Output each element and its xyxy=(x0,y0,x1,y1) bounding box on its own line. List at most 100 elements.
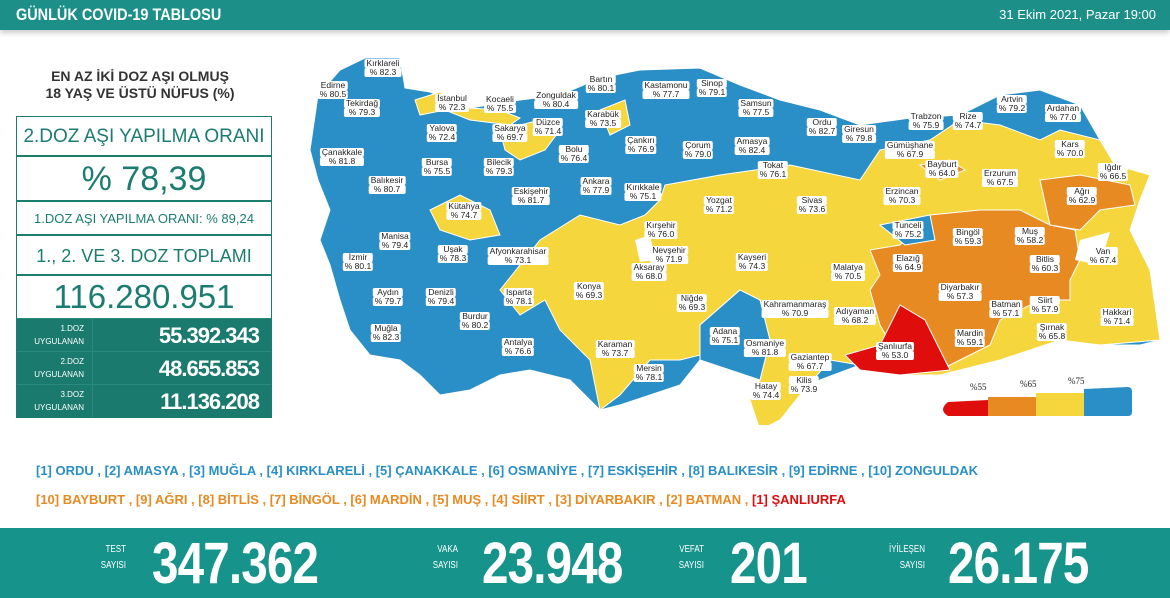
province-name: Rize xyxy=(952,112,984,121)
province-rate: % 65.8 xyxy=(1036,331,1068,341)
province-name: İstanbul xyxy=(435,93,469,103)
case-label: VAKA SAYISI xyxy=(410,542,458,574)
province-name: Aksaray xyxy=(631,262,667,272)
province-rate: % 67.4 xyxy=(1087,255,1119,265)
dose-label: 1.DOZ xyxy=(60,324,84,333)
province-label: Rize% 74.7 xyxy=(952,112,984,130)
province-name: Tunceli xyxy=(892,220,924,230)
province-name: Balıkesir xyxy=(368,175,406,185)
province-label: Ağrı% 62.9 xyxy=(1066,187,1098,205)
province-rate: % 81.7 xyxy=(511,196,551,205)
province-label: Diyarbakır% 57.3 xyxy=(938,282,982,301)
province-rate: % 76.1 xyxy=(757,169,789,179)
province-label: Bolu% 76.4 xyxy=(558,145,590,163)
province-rate: % 59.3 xyxy=(952,236,984,246)
province-label: Bayburt% 64.0 xyxy=(925,159,959,178)
province-rate: % 68.2 xyxy=(833,316,877,325)
province-name: Denizli xyxy=(425,288,457,297)
province-rate: % 66.5 xyxy=(1097,171,1129,181)
dose-label: 3.DOZ xyxy=(60,390,84,399)
province-label: Karabük% 73.5 xyxy=(585,110,621,128)
province-name: Amasya xyxy=(734,136,770,146)
province-label: Bilecik% 79.3 xyxy=(483,158,515,176)
province-label: Eskişehir% 81.7 xyxy=(511,187,551,205)
province-name: Kırklareli xyxy=(364,58,402,68)
province-rate: % 77.0 xyxy=(1044,113,1082,122)
province-rate: % 79.7 xyxy=(372,296,404,306)
province-rate: % 60.3 xyxy=(1029,263,1061,273)
province-name: Çankırı xyxy=(625,135,657,145)
province-name: Batman xyxy=(989,299,1023,309)
province-label: Sakarya% 69.7 xyxy=(492,124,528,142)
province-rate: % 75.9 xyxy=(908,121,944,130)
province-name: Kütahya xyxy=(446,201,482,211)
province-name: Sivas xyxy=(796,196,828,205)
province-name: Bilecik xyxy=(483,158,515,167)
province-label: Bursa% 75.5 xyxy=(421,158,453,176)
province-name: Şırnak xyxy=(1036,323,1068,332)
province-label: Niğde% 69.3 xyxy=(676,294,708,312)
province-rate: % 70.3 xyxy=(883,196,921,205)
province-rate: % 69.3 xyxy=(676,302,708,312)
province-name: Osmaniye xyxy=(743,338,787,348)
province-name: Şanlıurfa xyxy=(875,341,915,351)
province-name: Kayseri xyxy=(735,252,769,262)
province-label: Erzurum% 67.5 xyxy=(981,169,1019,187)
province-rate: % 67.7 xyxy=(788,362,832,371)
total-label: 1., 2. VE 3. DOZ TOPLAMI xyxy=(17,236,271,276)
province-name: Siirt xyxy=(1029,296,1061,305)
province-name: Ordu xyxy=(806,118,838,127)
province-rate: % 78.1 xyxy=(633,372,665,382)
province-name: Niğde xyxy=(676,294,708,303)
legend-red xyxy=(943,400,988,416)
province-name: Bayburt xyxy=(925,159,959,169)
label-line: SAYISI xyxy=(100,560,126,571)
province-name: Karabük xyxy=(585,109,621,119)
province-label: Kahramanmaraş% 70.9 xyxy=(761,299,829,318)
region-yellow-central-east xyxy=(499,119,1161,431)
province-name: Diyarbakır xyxy=(938,282,982,292)
province-label: Kütahya% 74.7 xyxy=(446,201,482,220)
province-rate: % 75.5 xyxy=(421,166,453,176)
province-name: Kilis xyxy=(788,376,820,385)
province-label: Antalya% 76.6 xyxy=(501,338,535,356)
province-label: Düzce% 71.4 xyxy=(532,118,564,136)
province-rate: % 71.4 xyxy=(532,126,564,136)
province-label: Hatay% 74.4 xyxy=(750,382,782,400)
province-rate: % 82.7 xyxy=(806,126,838,136)
province-rate: % 73.5 xyxy=(585,119,621,128)
region-red-sanliurfa xyxy=(844,304,951,376)
province-name: Düzce xyxy=(532,118,564,127)
province-label: Erzincan% 70.3 xyxy=(883,186,921,205)
province-label: Edirne% 80.5 xyxy=(317,81,349,99)
province-name: Hakkari xyxy=(1100,307,1134,317)
label-line: VEFAT xyxy=(679,544,704,555)
dose-value: 48.655.853 xyxy=(158,356,260,381)
province-name: Erzincan xyxy=(883,186,921,196)
province-label: Van% 67.4 xyxy=(1087,247,1119,265)
province-label: Mersin% 78.1 xyxy=(633,364,665,382)
province-name: Afyonkarahisar xyxy=(487,246,549,256)
province-name: Kahramanmaraş xyxy=(761,299,829,309)
province-rate: % 79.0 xyxy=(682,149,714,159)
province-label: Denizli% 79.4 xyxy=(425,288,457,306)
province-label: Balıkesir% 80.7 xyxy=(368,175,406,194)
header-bar: GÜNLÜK COVID-19 TABLOSU 31 Ekim 2021, Pa… xyxy=(0,0,1170,30)
turkey-vaccination-map: %55 %65 %75 Kırklareli% 82.3 Edirne% 80.5… xyxy=(290,45,1170,431)
province-rate: % 64.0 xyxy=(925,169,959,178)
province-label: İzmir% 80.1 xyxy=(342,253,374,271)
province-name: Konya xyxy=(573,282,605,291)
vaccine-title-line2: 18 YAŞ VE ÜSTÜ NÜFUS (%) xyxy=(45,85,235,101)
province-label: Muş% 58.2 xyxy=(1014,227,1046,245)
province-name: Ardahan xyxy=(1044,103,1082,113)
province-name: Gümüşhane xyxy=(884,140,936,150)
province-label: Bingöl% 59.3 xyxy=(952,228,984,246)
bottom-list-last: [1] ŞANLIURFA xyxy=(752,492,846,507)
province-name: Burdur xyxy=(459,312,491,321)
province-name: Edirne xyxy=(317,81,349,90)
label-line: İYİLEŞEN xyxy=(888,544,925,555)
top-ten-list: [1] ORDU , [2] AMASYA , [3] MUĞLA , [4] … xyxy=(36,463,979,478)
province-name: Bolu xyxy=(558,145,590,154)
province-label: Tokat% 76.1 xyxy=(757,161,789,179)
province-name: Adana xyxy=(709,327,741,336)
